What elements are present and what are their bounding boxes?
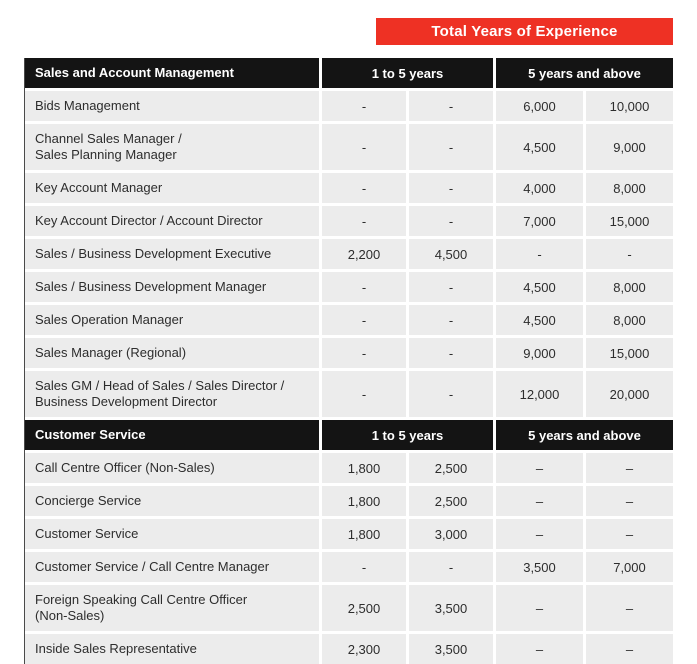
- salary-value: -: [409, 552, 493, 582]
- salary-value: –: [586, 453, 673, 483]
- salary-value: -: [322, 206, 406, 236]
- salary-value: 10,000: [586, 91, 673, 121]
- salary-value: -: [409, 371, 493, 417]
- job-title: Key Account Manager: [25, 173, 319, 203]
- salary-value: 8,000: [586, 272, 673, 302]
- salary-value: –: [496, 519, 583, 549]
- salary-value: -: [322, 371, 406, 417]
- section-title: Customer Service: [25, 420, 319, 450]
- salary-value: 1,800: [322, 486, 406, 516]
- column-header-1-to-5-years: 1 to 5 years: [322, 420, 493, 450]
- salary-grid: Sales and Account Management 1 to 5 years…: [24, 58, 673, 664]
- salary-value: 2,500: [409, 453, 493, 483]
- job-title: Sales / Business Development Executive: [25, 239, 319, 269]
- salary-value: -: [322, 338, 406, 368]
- salary-value: 2,500: [322, 585, 406, 631]
- salary-value: 7,000: [586, 552, 673, 582]
- salary-value: 2,300: [322, 634, 406, 664]
- salary-value: 2,500: [409, 486, 493, 516]
- job-title: Channel Sales Manager / Sales Planning M…: [25, 124, 319, 170]
- column-header-5-years-and-above: 5 years and above: [496, 58, 673, 88]
- salary-value: –: [496, 453, 583, 483]
- salary-value: –: [586, 585, 673, 631]
- salary-value: –: [496, 634, 583, 664]
- salary-value: 2,200: [322, 239, 406, 269]
- salary-value: 15,000: [586, 206, 673, 236]
- salary-value: -: [322, 173, 406, 203]
- job-title: Bids Management: [25, 91, 319, 121]
- salary-value: –: [586, 634, 673, 664]
- job-title: Sales GM / Head of Sales / Sales Directo…: [25, 371, 319, 417]
- salary-value: 4,000: [496, 173, 583, 203]
- salary-value: 3,500: [409, 634, 493, 664]
- salary-value: -: [496, 239, 583, 269]
- job-title: Key Account Director / Account Director: [25, 206, 319, 236]
- salary-value: 3,500: [409, 585, 493, 631]
- salary-value: 3,000: [409, 519, 493, 549]
- column-header-5-years-and-above: 5 years and above: [496, 420, 673, 450]
- job-title: Call Centre Officer (Non-Sales): [25, 453, 319, 483]
- salary-value: -: [409, 305, 493, 335]
- salary-value: –: [586, 486, 673, 516]
- salary-value: 4,500: [496, 272, 583, 302]
- job-title: Foreign Speaking Call Centre Officer (No…: [25, 585, 319, 631]
- salary-value: 8,000: [586, 305, 673, 335]
- salary-value: –: [496, 585, 583, 631]
- salary-value: 20,000: [586, 371, 673, 417]
- salary-value: 4,500: [496, 124, 583, 170]
- salary-value: 15,000: [586, 338, 673, 368]
- salary-value: 4,500: [409, 239, 493, 269]
- job-title: Sales Manager (Regional): [25, 338, 319, 368]
- salary-value: -: [409, 272, 493, 302]
- job-title: Customer Service / Call Centre Manager: [25, 552, 319, 582]
- salary-value: 1,800: [322, 453, 406, 483]
- salary-value: 1,800: [322, 519, 406, 549]
- salary-value: -: [586, 239, 673, 269]
- salary-table: Total Years of Experience Sales and Acco…: [24, 18, 673, 664]
- salary-value: -: [322, 272, 406, 302]
- column-header-1-to-5-years: 1 to 5 years: [322, 58, 493, 88]
- salary-value: -: [322, 305, 406, 335]
- salary-value: -: [409, 91, 493, 121]
- salary-value: -: [322, 91, 406, 121]
- salary-value: 6,000: [496, 91, 583, 121]
- salary-value: 9,000: [496, 338, 583, 368]
- salary-value: –: [496, 486, 583, 516]
- banner-row: Total Years of Experience: [24, 18, 673, 45]
- job-title: Concierge Service: [25, 486, 319, 516]
- salary-value: 3,500: [496, 552, 583, 582]
- salary-value: –: [586, 519, 673, 549]
- salary-value: -: [409, 338, 493, 368]
- job-title: Inside Sales Representative: [25, 634, 319, 664]
- total-years-of-experience-banner: Total Years of Experience: [376, 18, 673, 45]
- salary-value: 12,000: [496, 371, 583, 417]
- section-title: Sales and Account Management: [25, 58, 319, 88]
- salary-value: -: [322, 124, 406, 170]
- salary-value: -: [322, 552, 406, 582]
- job-title: Customer Service: [25, 519, 319, 549]
- job-title: Sales Operation Manager: [25, 305, 319, 335]
- salary-value: 8,000: [586, 173, 673, 203]
- salary-value: 9,000: [586, 124, 673, 170]
- salary-value: -: [409, 206, 493, 236]
- salary-value: 7,000: [496, 206, 583, 236]
- salary-value: -: [409, 173, 493, 203]
- salary-value: 4,500: [496, 305, 583, 335]
- job-title: Sales / Business Development Manager: [25, 272, 319, 302]
- salary-value: -: [409, 124, 493, 170]
